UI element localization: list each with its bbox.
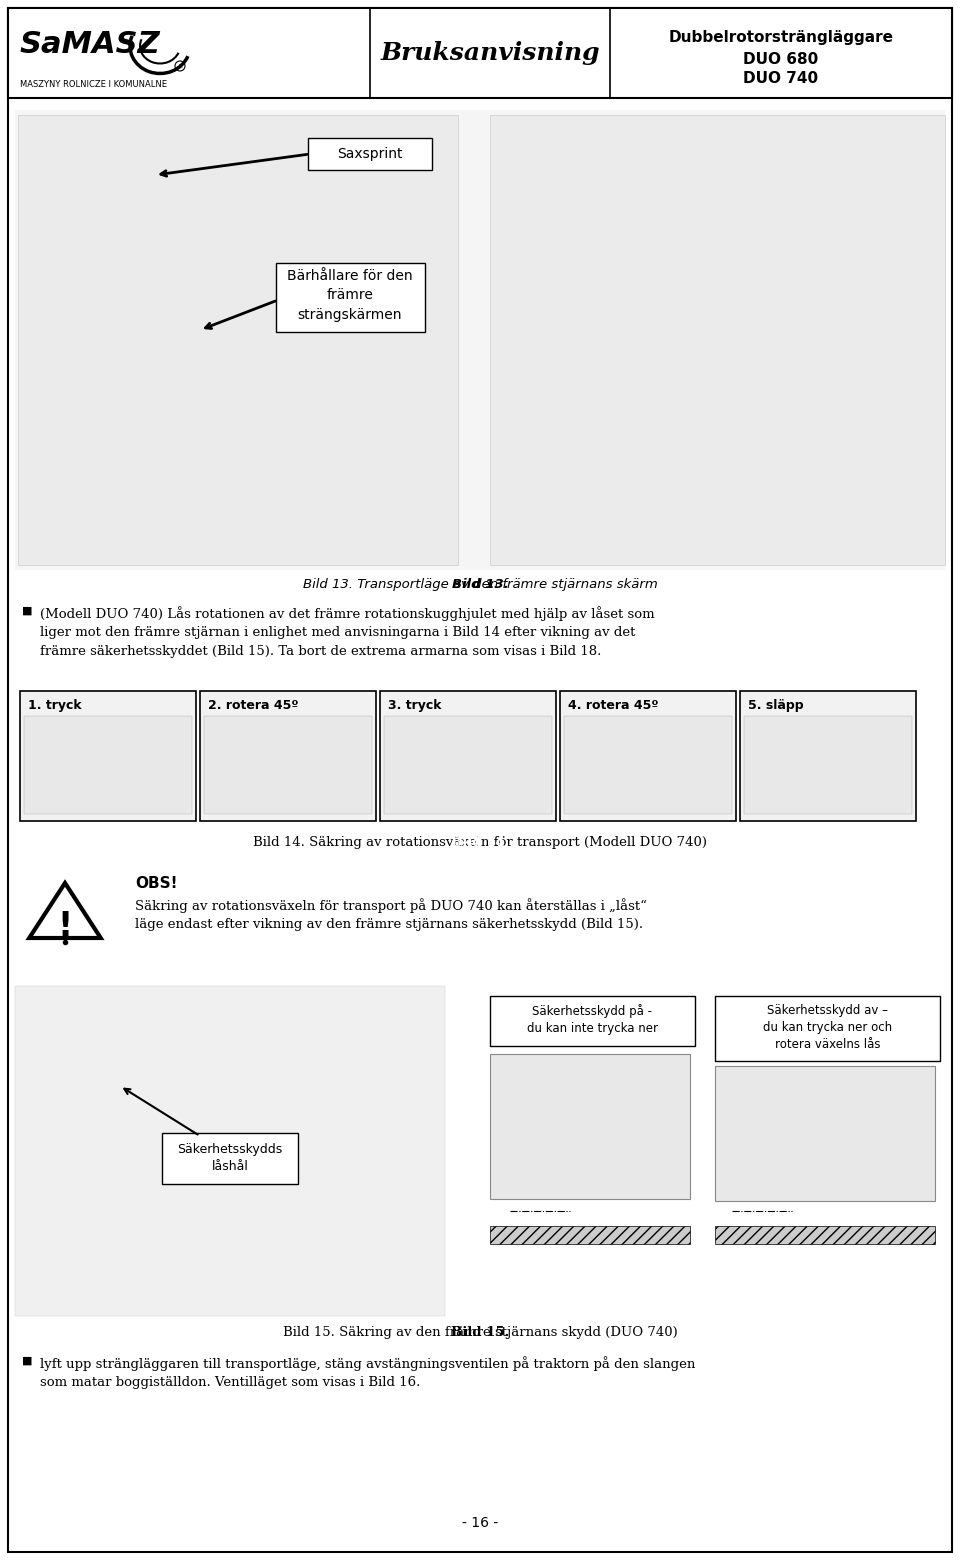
Text: 1. tryck: 1. tryck <box>28 699 82 711</box>
Bar <box>200 691 376 821</box>
Bar <box>204 716 372 814</box>
FancyBboxPatch shape <box>276 264 425 332</box>
FancyBboxPatch shape <box>308 137 432 170</box>
Text: MASZYNY ROLNICZE I KOMUNALNE: MASZYNY ROLNICZE I KOMUNALNE <box>20 80 167 89</box>
Bar <box>744 716 912 814</box>
Bar <box>715 1226 935 1243</box>
Bar <box>380 691 556 821</box>
Bar <box>490 115 945 565</box>
Bar <box>740 691 916 821</box>
Text: Bild 14.: Bild 14. <box>451 836 509 849</box>
Text: Bärhållare för den
främre
strängskärmen: Bärhållare för den främre strängskärmen <box>287 268 413 321</box>
Bar <box>564 716 732 814</box>
Text: Bild 13. Transportläge av den främre stjärnans skärm: Bild 13. Transportläge av den främre stj… <box>302 579 658 591</box>
Text: Säkerhetsskydd på -
du kan inte trycka ner: Säkerhetsskydd på - du kan inte trycka n… <box>527 1005 658 1034</box>
Text: Säkring av rotationsväxeln för transport på DUO 740 kan återställas i „låst“
läg: Säkring av rotationsväxeln för transport… <box>135 899 647 931</box>
Bar <box>560 691 736 821</box>
Bar <box>15 986 445 1317</box>
Text: SaMASZ: SaMASZ <box>20 30 160 59</box>
Text: - 16 -: - 16 - <box>462 1516 498 1530</box>
Text: Bild 15. Säkring av den främre stjärnans skydd (DUO 740): Bild 15. Säkring av den främre stjärnans… <box>282 1326 678 1338</box>
Text: Bild 13.: Bild 13. <box>451 579 509 591</box>
Bar <box>18 115 458 565</box>
Text: DUO 740: DUO 740 <box>743 72 819 86</box>
Bar <box>490 1226 690 1243</box>
Text: ■: ■ <box>22 605 33 616</box>
Text: Bild 15.: Bild 15. <box>451 1326 509 1338</box>
Text: DUO 680: DUO 680 <box>743 51 819 67</box>
Text: 3. tryck: 3. tryck <box>388 699 442 711</box>
Text: Dubbelrotorsträngläggare: Dubbelrotorsträngläggare <box>668 30 894 45</box>
Text: 4. rotera 45º: 4. rotera 45º <box>568 699 659 711</box>
Text: OBS!: OBS! <box>135 877 178 891</box>
Bar <box>715 1065 935 1201</box>
Text: R: R <box>179 64 181 69</box>
Bar <box>20 691 196 821</box>
Text: lyft upp strängläggaren till transportläge, stäng avstängningsventilen på trakto: lyft upp strängläggaren till transportlä… <box>40 1356 695 1390</box>
Bar <box>8 8 952 98</box>
FancyBboxPatch shape <box>162 1133 298 1184</box>
Bar <box>490 1055 690 1200</box>
Text: (Modell DUO 740) Lås rotationen av det främre rotationskugghjulet med hjälp av l: (Modell DUO 740) Lås rotationen av det f… <box>40 605 655 640</box>
Text: (Modell DUO 740) Lås rotationen av det främre rotationskugghjulet med hjälp av l: (Modell DUO 740) Lås rotationen av det f… <box>40 605 655 658</box>
Bar <box>490 995 695 1047</box>
Text: !: ! <box>58 909 73 942</box>
Text: 2. rotera 45º: 2. rotera 45º <box>208 699 299 711</box>
Bar <box>24 716 192 814</box>
Text: Säkerhetsskydds
låshål: Säkerhetsskydds låshål <box>178 1143 282 1173</box>
Text: Bruksanvisning: Bruksanvisning <box>380 41 600 66</box>
Text: Säkerhetsskydd av –
du kan trycka ner och
rotera växelns lås: Säkerhetsskydd av – du kan trycka ner oc… <box>763 1005 892 1051</box>
Text: Saxsprint: Saxsprint <box>337 147 403 161</box>
Bar <box>15 111 945 569</box>
Text: Bild 14. Säkring av rotationsväxeln för transport (Modell DUO 740): Bild 14. Säkring av rotationsväxeln för … <box>253 836 707 849</box>
Text: 5. släpp: 5. släpp <box>748 699 804 711</box>
Bar <box>384 716 552 814</box>
Text: ■: ■ <box>22 1356 33 1367</box>
Bar <box>715 995 940 1061</box>
